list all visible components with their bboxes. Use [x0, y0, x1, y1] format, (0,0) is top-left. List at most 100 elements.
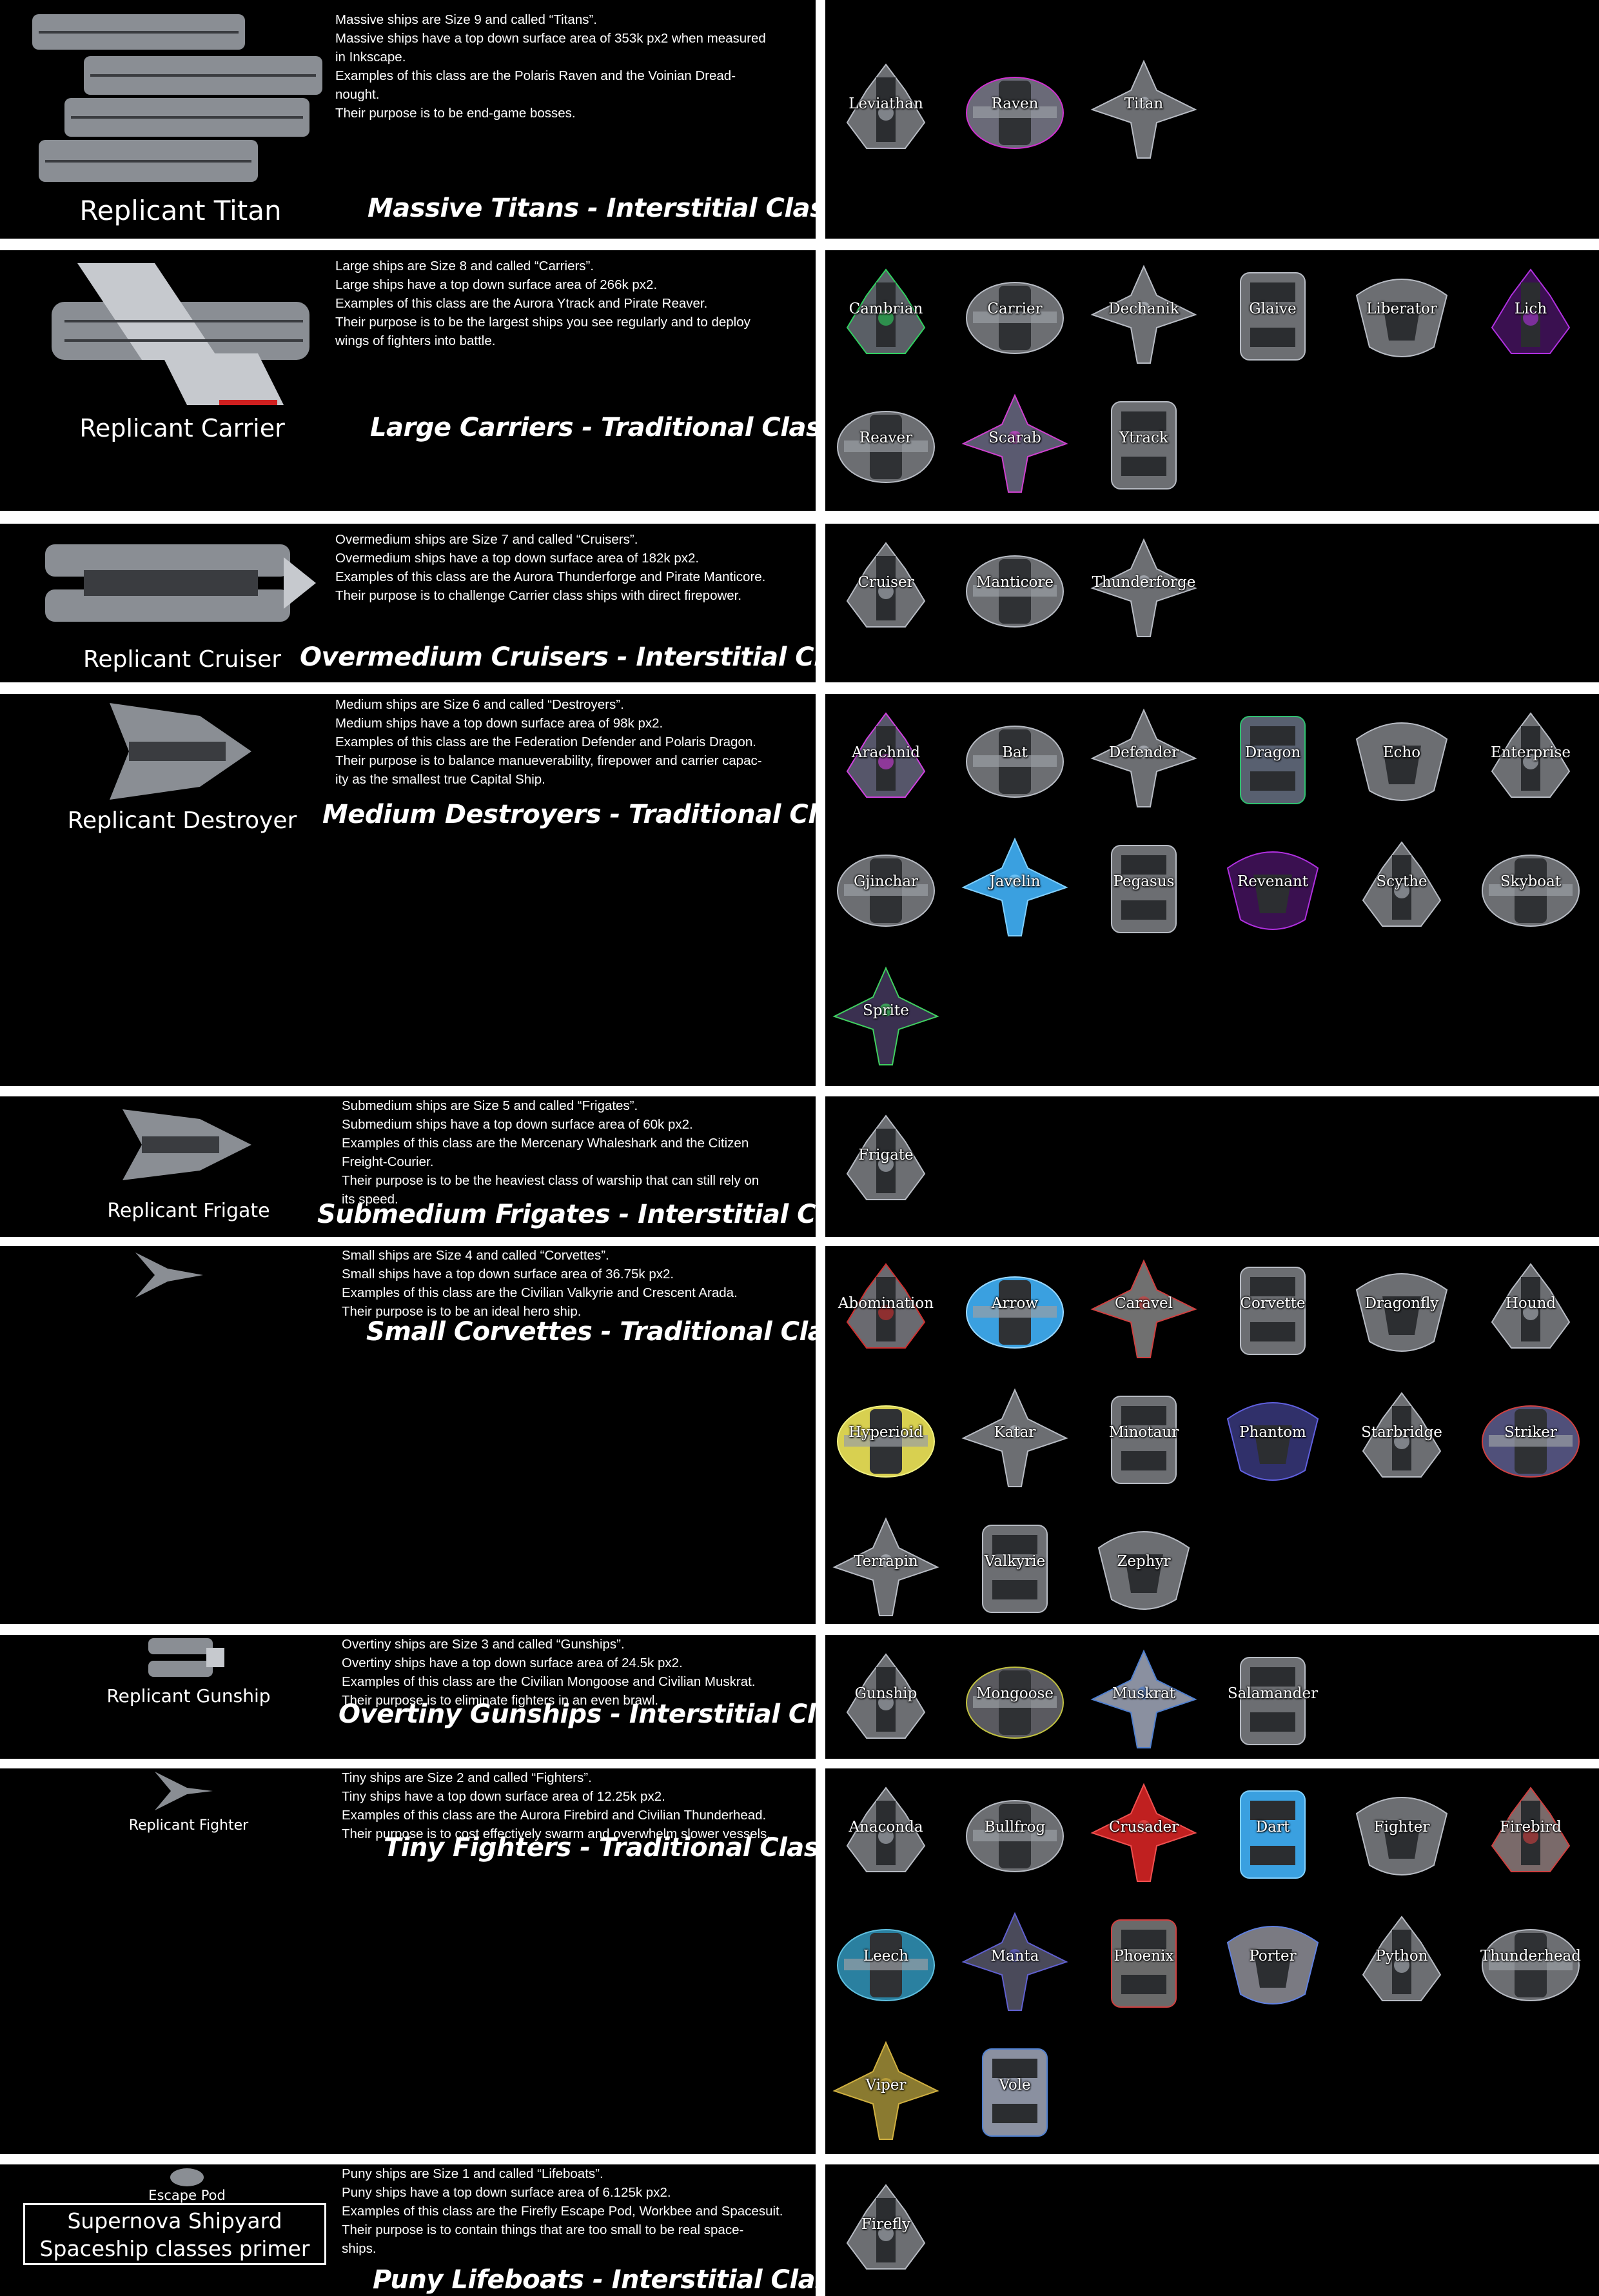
ship-card-starbridge[interactable]: Starbridge	[1344, 1380, 1460, 1496]
class-info-panel-overtiny-gunships: Replicant Gunship Overtiny ships are Size…	[0, 1635, 816, 1759]
ship-card-abomination[interactable]: Abomination	[828, 1251, 944, 1367]
ship-card-dechanik[interactable]: Dechanik	[1086, 257, 1202, 373]
ship-name: Raven	[991, 95, 1039, 112]
ship-name: Gunship	[854, 1685, 917, 1702]
ship-card-valkyrie[interactable]: Valkyrie	[957, 1509, 1073, 1624]
ship-card-python[interactable]: Python	[1344, 1904, 1460, 2020]
class-info-panel-tiny-fighters: Replicant Fighter Tiny ships are Size 2 a…	[0, 1768, 816, 2154]
ship-card-javelin[interactable]: Javelin	[957, 829, 1073, 945]
ship-card-dragon[interactable]: Dragon	[1215, 700, 1331, 816]
ship-card-lich[interactable]: Lich	[1473, 257, 1589, 373]
ship-card-dart[interactable]: Dart	[1215, 1775, 1331, 1891]
ship-card-vole[interactable]: Vole	[957, 2033, 1073, 2149]
class-description: Tiny ships are Size 2 and called “Fighte…	[342, 1770, 770, 1841]
ship-name: Liberator	[1366, 301, 1437, 317]
ship-card-reaver[interactable]: Reaver	[828, 386, 944, 502]
ship-card-scythe[interactable]: Scythe	[1344, 829, 1460, 945]
ship-name: Terrapin	[854, 1553, 918, 1570]
ship-name: Enterprise	[1491, 744, 1571, 761]
ship-card-defender[interactable]: Defender	[1086, 700, 1202, 816]
ship-card-revenant[interactable]: Revenant	[1215, 829, 1331, 945]
replicant-name: Replicant Cruiser	[83, 646, 282, 673]
ship-card-manticore[interactable]: Manticore	[957, 530, 1073, 646]
replicant-ship-image	[148, 1768, 219, 1816]
ship-card-porter[interactable]: Porter	[1215, 1904, 1331, 2020]
ship-card-viper[interactable]: Viper	[828, 2033, 944, 2149]
ship-card-caravel[interactable]: Caravel	[1086, 1251, 1202, 1367]
ship-card-frigate[interactable]: Frigate	[828, 1103, 944, 1219]
ship-card-gjinchar[interactable]: Gjinchar	[828, 829, 944, 945]
ship-card-carrier[interactable]: Carrier	[957, 257, 1073, 373]
ship-card-liberator[interactable]: Liberator	[1344, 257, 1460, 373]
ship-name: Cambrian	[849, 301, 923, 317]
ship-card-cambrian[interactable]: Cambrian	[828, 257, 944, 373]
ship-card-echo[interactable]: Echo	[1344, 700, 1460, 816]
ship-gallery-large-carriers: Cambrian Carrier Dechanik Glaive Liberat…	[825, 250, 1599, 511]
ship-card-minotaur[interactable]: Minotaur	[1086, 1380, 1202, 1496]
ship-name: Ytrack	[1119, 430, 1168, 446]
ship-card-striker[interactable]: Striker	[1473, 1380, 1589, 1496]
ship-card-manta[interactable]: Manta	[957, 1904, 1073, 2020]
ship-name: Reaver	[859, 430, 913, 446]
ship-card-hyperioid[interactable]: Hyperioid	[828, 1380, 944, 1496]
ship-gallery-small-corvettes: Abomination Arrow Caravel Corvette Drago…	[825, 1246, 1599, 1624]
ship-card-katar[interactable]: Katar	[957, 1380, 1073, 1496]
ship-name: Manta	[990, 1948, 1039, 1964]
replicant-ship-image	[45, 531, 316, 637]
ship-name: Skyboat	[1500, 873, 1562, 890]
ship-card-cruiser[interactable]: Cruiser	[828, 530, 944, 646]
ship-card-salamander[interactable]: Salamander	[1215, 1641, 1331, 1757]
ship-card-muskrat[interactable]: Muskrat	[1086, 1641, 1202, 1757]
ship-card-arachnid[interactable]: Arachnid	[828, 700, 944, 816]
ship-card-gunship[interactable]: Gunship	[828, 1641, 944, 1757]
ship-card-skyboat[interactable]: Skyboat	[1473, 829, 1589, 945]
ship-card-leviathan[interactable]: Leviathan	[828, 52, 944, 168]
ship-card-dragonfly[interactable]: Dragonfly	[1344, 1251, 1460, 1367]
ship-name: Lich	[1514, 301, 1547, 317]
ship-card-mongoose[interactable]: Mongoose	[957, 1641, 1073, 1757]
ship-card-bullfrog[interactable]: Bullfrog	[957, 1775, 1073, 1891]
ship-card-titan[interactable]: Titan	[1086, 52, 1202, 168]
title-box: Supernova Shipyard Spaceship classes pri…	[23, 2203, 326, 2265]
class-heading: Medium Destroyers - Traditional Class	[322, 800, 816, 829]
ship-card-arrow[interactable]: Arrow	[957, 1251, 1073, 1367]
class-info-panel-large-carriers: Replicant Carrier Large ships are Size 8 …	[0, 250, 816, 511]
replicant-ship-image	[26, 8, 329, 191]
ship-card-thunderforge[interactable]: Thunderforge	[1086, 530, 1202, 646]
ship-card-phantom[interactable]: Phantom	[1215, 1380, 1331, 1496]
ship-card-thunderhead[interactable]: Thunderhead	[1473, 1904, 1589, 2020]
ship-card-enterprise[interactable]: Enterprise	[1473, 700, 1589, 816]
ship-name: Anaconda	[849, 1819, 923, 1836]
ship-card-corvette[interactable]: Corvette	[1215, 1251, 1331, 1367]
ship-card-raven[interactable]: Raven	[957, 52, 1073, 168]
ship-card-bat[interactable]: Bat	[957, 700, 1073, 816]
ship-name: Porter	[1249, 1948, 1297, 1964]
ship-name: Corvette	[1240, 1295, 1306, 1312]
ship-gallery-overtiny-gunships: Gunship Mongoose Muskrat Salamander	[825, 1635, 1599, 1759]
class-info-panel-puny-lifeboats: Puny ships are Size 1 and called “Lifebo…	[0, 2164, 816, 2296]
ship-name: Firefly	[861, 2216, 911, 2233]
replicant-ship-image	[110, 1096, 258, 1196]
class-info-panel-submedium-frigates: Replicant Frigate Submedium ships are Siz…	[0, 1096, 816, 1237]
class-info-panel-overmedium-cruisers: Replicant Cruiser Overmedium ships are Si…	[0, 524, 816, 682]
ship-name: Viper	[865, 2077, 907, 2093]
ship-card-zephyr[interactable]: Zephyr	[1086, 1509, 1202, 1624]
ship-card-anaconda[interactable]: Anaconda	[828, 1775, 944, 1891]
ship-card-phoenix[interactable]: Phoenix	[1086, 1904, 1202, 2020]
ship-name: Sprite	[863, 1002, 909, 1019]
ship-card-hound[interactable]: Hound	[1473, 1251, 1589, 1367]
ship-card-crusader[interactable]: Crusader	[1086, 1775, 1202, 1891]
ship-card-firefly[interactable]: Firefly	[828, 2172, 944, 2288]
ship-card-leech[interactable]: Leech	[828, 1904, 944, 2020]
ship-name: Bat	[1002, 744, 1028, 761]
ship-card-scarab[interactable]: Scarab	[957, 386, 1073, 502]
ship-card-terrapin[interactable]: Terrapin	[828, 1509, 944, 1624]
ship-card-glaive[interactable]: Glaive	[1215, 257, 1331, 373]
ship-card-pegasus[interactable]: Pegasus	[1086, 829, 1202, 945]
ship-card-firebird[interactable]: Firebird	[1473, 1775, 1589, 1891]
ship-card-ytrack[interactable]: Ytrack	[1086, 386, 1202, 502]
ship-card-sprite[interactable]: Sprite	[828, 958, 944, 1074]
ship-name: Arachnid	[852, 744, 920, 761]
class-heading: Puny Lifeboats - Interstitial Class	[373, 2265, 816, 2295]
ship-card-fighter[interactable]: Fighter	[1344, 1775, 1460, 1891]
